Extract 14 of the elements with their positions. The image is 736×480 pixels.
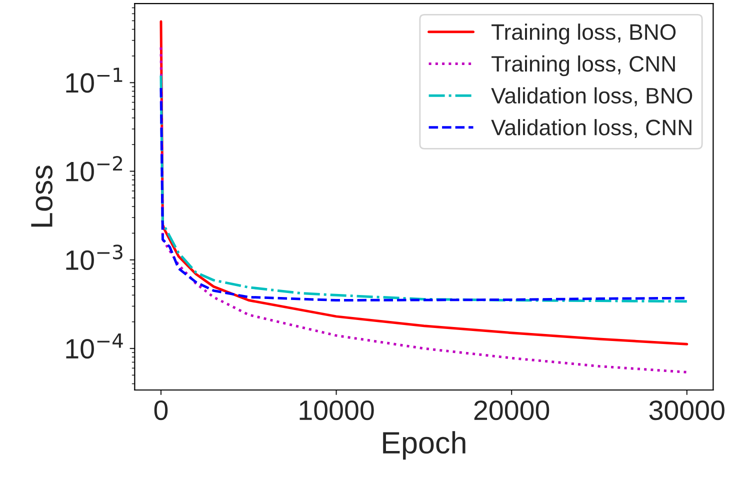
legend-label: Validation loss, CNN: [491, 119, 692, 138]
y-axis-title: Loss: [31, 166, 53, 227]
y-tick-label: 10$^{−4}$: [66, 334, 123, 359]
x-tick-label: 0: [154, 400, 168, 420]
legend-label: Validation loss, BNO: [491, 87, 692, 106]
x-axis-title: Epoch: [383, 431, 466, 460]
y-tick-label: 10$^{−3}$: [66, 244, 122, 270]
legend-label: Training loss, BNO: [492, 24, 676, 44]
x-tick-label: 30000: [649, 400, 724, 420]
x-tick-label: 10000: [300, 400, 374, 420]
y-tick-label: 10$^{−1}$: [66, 68, 122, 93]
legend-label: Training loss, CNN: [492, 55, 675, 76]
x-tick-label: 20000: [474, 400, 550, 420]
y-tick-label: 10$^{−2}$: [66, 156, 122, 182]
